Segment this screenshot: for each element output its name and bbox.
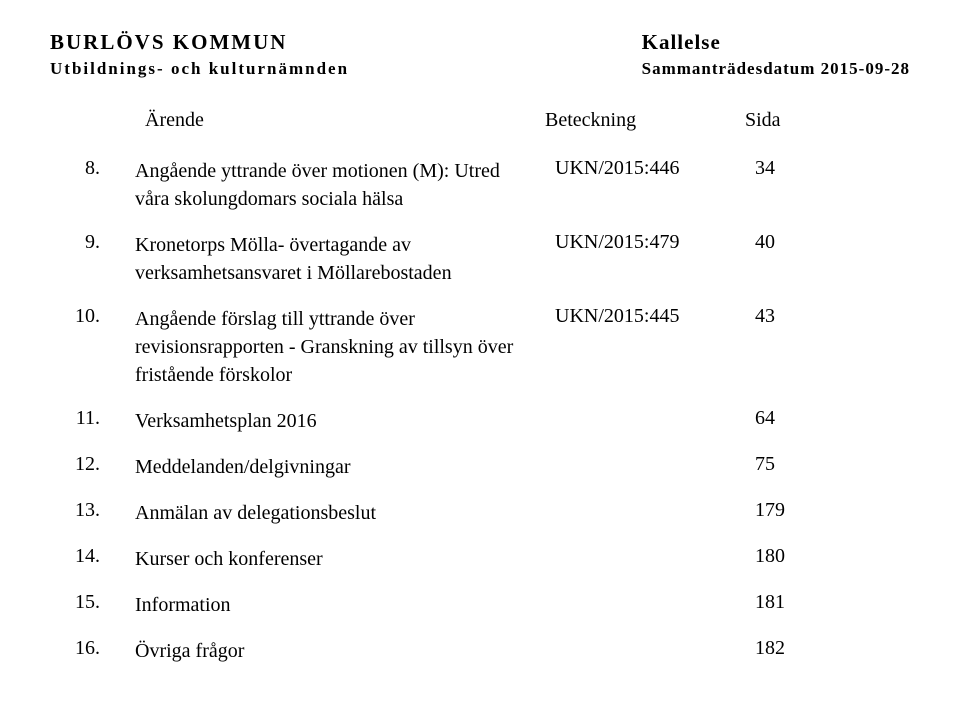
- header-left: BURLÖVS KOMMUN Utbildnings- och kulturnä…: [50, 30, 349, 79]
- column-header-beteckning: Beteckning: [545, 109, 745, 132]
- organization-name: BURLÖVS KOMMUN: [50, 30, 349, 55]
- item-title: Information: [135, 591, 555, 619]
- item-number: 16.: [50, 637, 135, 660]
- item-title: Angående förslag till yttrande över revi…: [135, 305, 555, 389]
- item-title: Kurser och konferenser: [135, 545, 555, 573]
- item-number: 13.: [50, 499, 135, 522]
- agenda-item: 9. Kronetorps Mölla- övertagande av verk…: [50, 231, 910, 287]
- item-title: Angående yttrande över motionen (M): Utr…: [135, 157, 555, 213]
- item-page: 181: [755, 591, 855, 614]
- item-page: 43: [755, 305, 855, 328]
- item-number: 10.: [50, 305, 135, 328]
- item-number: 15.: [50, 591, 135, 614]
- document-type: Kallelse: [642, 30, 910, 55]
- item-code: UKN/2015:446: [555, 157, 755, 180]
- item-page: 75: [755, 453, 855, 476]
- item-number: 9.: [50, 231, 135, 254]
- column-header-arende: Ärende: [145, 109, 545, 132]
- item-page: 182: [755, 637, 855, 660]
- agenda-item: 16. Övriga frågor 182: [50, 637, 910, 665]
- item-code: UKN/2015:479: [555, 231, 755, 254]
- agenda-item: 11. Verksamhetsplan 2016 64: [50, 407, 910, 435]
- item-title: Anmälan av delegationsbeslut: [135, 499, 555, 527]
- item-page: 179: [755, 499, 855, 522]
- agenda-item: 14. Kurser och konferenser 180: [50, 545, 910, 573]
- item-number: 8.: [50, 157, 135, 180]
- item-page: 40: [755, 231, 855, 254]
- item-title: Övriga frågor: [135, 637, 555, 665]
- item-number: 11.: [50, 407, 135, 430]
- column-headers: Ärende Beteckning Sida: [145, 109, 910, 132]
- item-title: Meddelanden/delgivningar: [135, 453, 555, 481]
- item-page: 180: [755, 545, 855, 568]
- item-page: 64: [755, 407, 855, 430]
- item-page: 34: [755, 157, 855, 180]
- item-title: Verksamhetsplan 2016: [135, 407, 555, 435]
- header-right: Kallelse Sammanträdesdatum 2015-09-28: [642, 30, 910, 79]
- agenda-item: 13. Anmälan av delegationsbeslut 179: [50, 499, 910, 527]
- item-number: 12.: [50, 453, 135, 476]
- meeting-date: Sammanträdesdatum 2015-09-28: [642, 59, 910, 79]
- agenda-item: 10. Angående förslag till yttrande över …: [50, 305, 910, 389]
- document-header: BURLÖVS KOMMUN Utbildnings- och kulturnä…: [50, 30, 910, 79]
- department-name: Utbildnings- och kulturnämnden: [50, 59, 349, 79]
- item-code: UKN/2015:445: [555, 305, 755, 328]
- agenda-item: 15. Information 181: [50, 591, 910, 619]
- column-header-sida: Sida: [745, 109, 845, 132]
- item-number: 14.: [50, 545, 135, 568]
- item-title: Kronetorps Mölla- övertagande av verksam…: [135, 231, 555, 287]
- agenda-item: 8. Angående yttrande över motionen (M): …: [50, 157, 910, 213]
- agenda-item: 12. Meddelanden/delgivningar 75: [50, 453, 910, 481]
